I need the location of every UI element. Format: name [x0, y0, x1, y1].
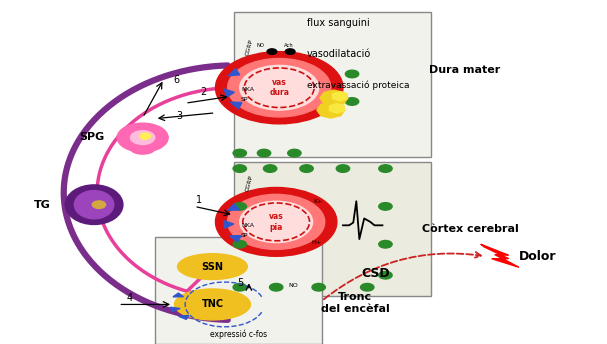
Text: 1: 1: [195, 195, 202, 205]
Text: extravassació proteica: extravassació proteica: [307, 80, 409, 90]
Text: expressió c-fos: expressió c-fos: [209, 330, 267, 339]
Circle shape: [345, 98, 359, 105]
Circle shape: [92, 201, 106, 208]
Text: Dura mater: Dura mater: [429, 65, 500, 75]
Circle shape: [336, 165, 350, 172]
Text: flux sanguini: flux sanguini: [307, 18, 369, 28]
Polygon shape: [481, 244, 519, 267]
Circle shape: [379, 203, 392, 210]
Text: Ach: Ach: [284, 43, 294, 49]
Text: SP: SP: [241, 97, 248, 103]
Text: CGRP: CGRP: [245, 38, 254, 56]
Text: TNC: TNC: [202, 299, 223, 310]
Polygon shape: [228, 69, 240, 76]
Circle shape: [233, 149, 246, 157]
Circle shape: [345, 70, 359, 78]
Circle shape: [285, 49, 295, 54]
Circle shape: [257, 149, 271, 157]
Text: NO: NO: [288, 283, 298, 288]
Circle shape: [117, 123, 168, 152]
Text: NKA: NKA: [241, 223, 254, 228]
Circle shape: [288, 149, 301, 157]
Circle shape: [267, 49, 277, 54]
Circle shape: [379, 240, 392, 248]
Text: 6: 6: [173, 75, 179, 85]
Text: 4: 4: [126, 293, 132, 303]
Ellipse shape: [174, 289, 250, 320]
Text: SSN: SSN: [202, 261, 223, 272]
Circle shape: [215, 187, 337, 256]
Text: K+: K+: [314, 199, 323, 204]
Text: Tronc
del encèfal: Tronc del encèfal: [320, 292, 390, 314]
Circle shape: [140, 133, 151, 139]
Text: Còrtex cerebral: Còrtex cerebral: [422, 224, 519, 234]
Circle shape: [270, 283, 283, 291]
Text: TG: TG: [33, 200, 50, 210]
Circle shape: [379, 271, 392, 279]
Circle shape: [240, 201, 313, 243]
Text: vas
pia: vas pia: [269, 212, 283, 232]
Polygon shape: [170, 307, 180, 311]
Circle shape: [240, 65, 319, 110]
Text: vasodilatació: vasodilatació: [307, 49, 371, 59]
Circle shape: [300, 165, 313, 172]
Polygon shape: [173, 293, 183, 297]
Circle shape: [379, 165, 392, 172]
Text: vas
dura: vas dura: [270, 78, 289, 97]
Text: CSD: CSD: [362, 267, 390, 280]
Polygon shape: [224, 89, 234, 97]
Circle shape: [131, 131, 155, 144]
Polygon shape: [230, 102, 242, 109]
Text: Dolor: Dolor: [518, 250, 556, 263]
Bar: [234, 12, 431, 157]
Circle shape: [233, 283, 246, 291]
Text: 3: 3: [176, 111, 182, 121]
Circle shape: [312, 283, 325, 291]
Circle shape: [233, 165, 246, 172]
Text: SP: SP: [241, 233, 248, 238]
Ellipse shape: [74, 191, 114, 219]
Circle shape: [215, 52, 343, 124]
Text: CGRP: CGRP: [245, 174, 254, 192]
Circle shape: [233, 240, 246, 248]
Bar: [155, 237, 322, 344]
Circle shape: [228, 58, 331, 117]
Text: 5: 5: [237, 278, 243, 288]
Ellipse shape: [177, 254, 247, 279]
Circle shape: [361, 283, 374, 291]
Text: SPG: SPG: [79, 132, 104, 142]
Text: 2: 2: [200, 87, 206, 97]
Polygon shape: [223, 221, 234, 228]
Text: H+: H+: [311, 240, 321, 245]
Polygon shape: [229, 236, 242, 242]
Ellipse shape: [65, 185, 123, 225]
Bar: [234, 162, 431, 296]
Polygon shape: [228, 204, 239, 211]
Circle shape: [228, 194, 325, 249]
Text: NO: NO: [256, 43, 264, 49]
Text: NKA: NKA: [241, 87, 254, 92]
Polygon shape: [178, 315, 189, 319]
Circle shape: [263, 165, 277, 172]
Circle shape: [233, 203, 246, 210]
